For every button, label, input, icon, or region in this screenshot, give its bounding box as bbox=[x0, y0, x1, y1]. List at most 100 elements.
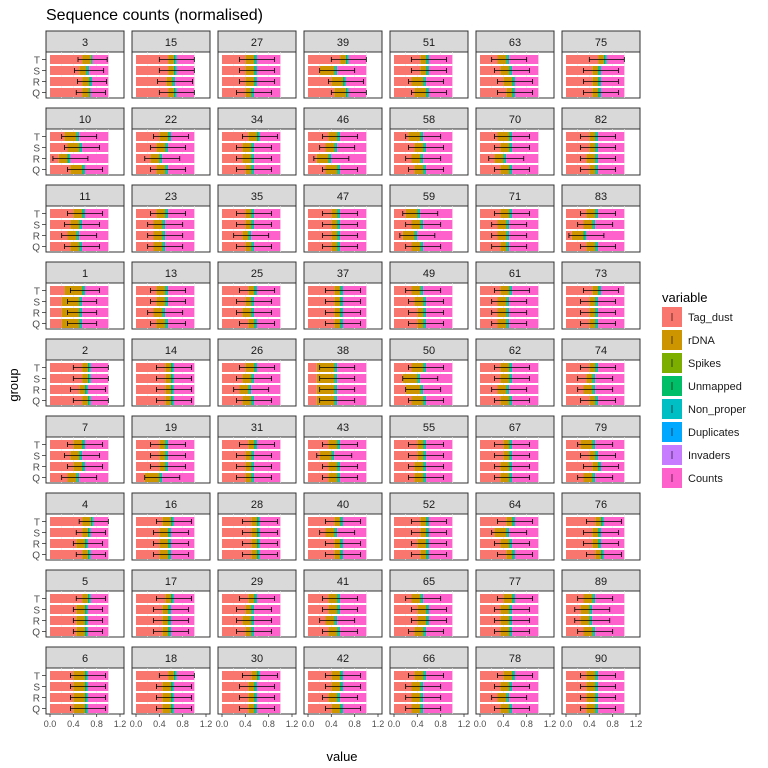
y-tick-label: S bbox=[33, 529, 40, 540]
x-tick-label: 0.0 bbox=[130, 719, 143, 729]
y-tick-label: R bbox=[33, 540, 40, 551]
facet-panel: 47 bbox=[303, 184, 383, 253]
y-tick-label: Q bbox=[32, 243, 40, 254]
bar-segment bbox=[136, 66, 169, 75]
facet-panel: 7 bbox=[45, 415, 125, 484]
bar-segment bbox=[222, 451, 246, 460]
facet-label: 37 bbox=[337, 268, 349, 280]
facet-label: 3 bbox=[82, 37, 88, 49]
bar-segment bbox=[394, 297, 415, 306]
bar-segment bbox=[308, 231, 332, 240]
bar-segment bbox=[566, 693, 587, 702]
bar-segment bbox=[222, 88, 246, 97]
facet-label: 25 bbox=[251, 268, 263, 280]
facet-label: 51 bbox=[423, 37, 435, 49]
bar-segment bbox=[394, 55, 421, 64]
bar-segment bbox=[566, 165, 590, 174]
x-tick-label: 1.2 bbox=[630, 719, 643, 729]
bar-segment bbox=[566, 682, 587, 691]
bar-segment bbox=[480, 297, 498, 306]
facet-label: 43 bbox=[337, 422, 349, 434]
x-tick-label: 0.8 bbox=[262, 719, 275, 729]
bar-segment bbox=[222, 132, 249, 141]
facet-panel: 2 bbox=[45, 338, 125, 407]
bar-segment bbox=[394, 539, 418, 548]
y-axis-label: group bbox=[6, 368, 21, 401]
bar-segment bbox=[50, 693, 74, 702]
y-tick-label: Q bbox=[32, 397, 40, 408]
facet-label: 77 bbox=[509, 576, 521, 588]
bar-segment bbox=[480, 550, 507, 559]
bar-segment bbox=[394, 462, 415, 471]
facet-label: 52 bbox=[423, 499, 435, 511]
facet-panel: 79 bbox=[561, 415, 641, 484]
bar-segment bbox=[308, 154, 317, 163]
facet-label: 38 bbox=[337, 345, 349, 357]
y-tick-label: T bbox=[34, 287, 40, 298]
facet-label: 16 bbox=[165, 499, 177, 511]
bar-segment bbox=[480, 616, 501, 625]
x-tick-label: 1.2 bbox=[372, 719, 385, 729]
bar-segment bbox=[50, 77, 83, 86]
facet-panel: 39 bbox=[303, 30, 383, 99]
bar-segment bbox=[50, 297, 62, 306]
bar-segment bbox=[394, 440, 418, 449]
bar-segment bbox=[394, 374, 403, 383]
y-tick-label: S bbox=[33, 375, 40, 386]
bar-segment bbox=[50, 231, 68, 240]
facet-panel: 70 bbox=[475, 107, 555, 176]
facet-panel: 58 bbox=[389, 107, 469, 176]
bar-segment bbox=[50, 627, 77, 636]
facet-panel: 37 bbox=[303, 261, 383, 330]
facet-label: 2 bbox=[82, 345, 88, 357]
bar-segment bbox=[50, 143, 68, 152]
facet-label: 61 bbox=[509, 268, 521, 280]
bar-segment bbox=[308, 616, 326, 625]
y-tick-label: R bbox=[33, 617, 40, 628]
facet-panel: 19 bbox=[131, 415, 211, 484]
bar-segment bbox=[136, 363, 166, 372]
bar-segment bbox=[566, 671, 587, 680]
facet-panel: 28 bbox=[217, 492, 297, 561]
bar-segment bbox=[480, 704, 501, 713]
bar-segment bbox=[308, 473, 329, 482]
bar-segment bbox=[566, 517, 596, 526]
facet-panel: 75 bbox=[561, 30, 641, 99]
bar-segment bbox=[222, 473, 246, 482]
bar-segment bbox=[566, 627, 584, 636]
bar-segment bbox=[222, 231, 243, 240]
bar-segment bbox=[136, 396, 166, 405]
bar-segment bbox=[222, 627, 246, 636]
facet-label: 6 bbox=[82, 653, 88, 665]
bar-segment bbox=[308, 539, 335, 548]
y-tick-label: S bbox=[33, 221, 40, 232]
facet-label: 28 bbox=[251, 499, 263, 511]
bar-segment bbox=[566, 66, 593, 75]
bar-segment bbox=[394, 231, 403, 240]
facet-label: 18 bbox=[165, 653, 177, 665]
bar-segment bbox=[480, 55, 498, 64]
facet-label: 27 bbox=[251, 37, 263, 49]
bar-segment bbox=[136, 473, 145, 482]
facet-panel: 65 bbox=[389, 569, 469, 638]
facet-panel: 18 bbox=[131, 646, 211, 715]
bar-segment bbox=[50, 704, 74, 713]
bar-segment bbox=[480, 308, 498, 317]
facet-label: 29 bbox=[251, 576, 263, 588]
bar-segment bbox=[394, 605, 418, 614]
facet-label: 89 bbox=[595, 576, 607, 588]
bar-segment bbox=[136, 165, 157, 174]
facet-panel: 42 bbox=[303, 646, 383, 715]
bar-segment bbox=[222, 440, 249, 449]
facet-label: 14 bbox=[165, 345, 177, 357]
facet-label: 34 bbox=[251, 114, 263, 126]
bar-segment bbox=[394, 473, 415, 482]
bar-segment bbox=[222, 374, 243, 383]
bar-segment bbox=[136, 242, 154, 251]
legend-entry-label: Duplicates bbox=[688, 427, 740, 439]
bar-segment bbox=[480, 451, 504, 460]
bar-segment bbox=[480, 66, 501, 75]
facet-label: 83 bbox=[595, 191, 607, 203]
bar-segment bbox=[308, 363, 317, 372]
